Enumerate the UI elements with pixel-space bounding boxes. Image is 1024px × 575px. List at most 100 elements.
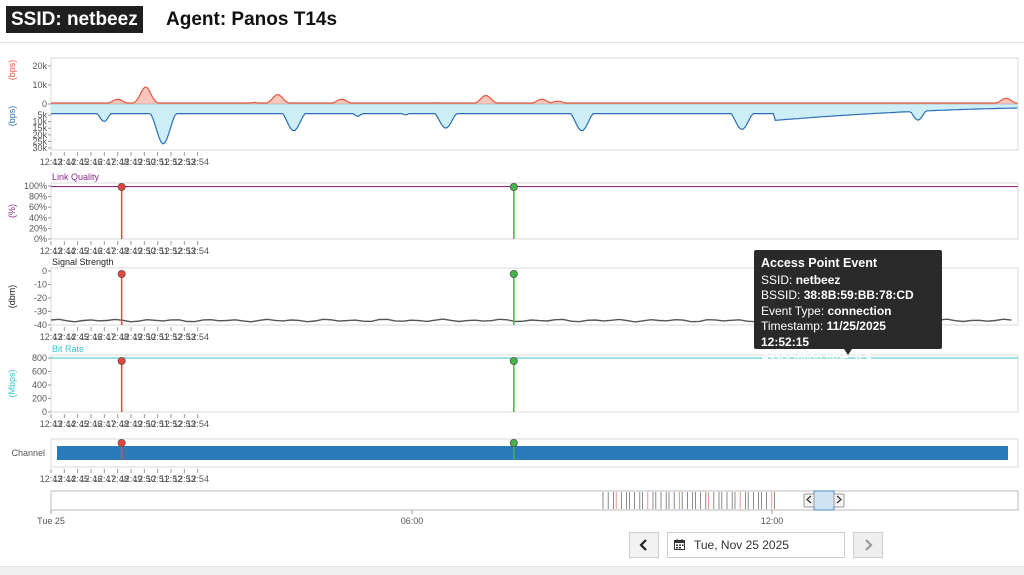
channel-axis-label: Channel	[11, 448, 45, 458]
bit_rate-xaxis-tick-label: 12:48	[106, 419, 129, 429]
signal_strength-xaxis-tick-label: 12:44	[53, 332, 76, 342]
link_quality-ytick-label: 0%	[34, 234, 47, 244]
channel-xaxis-tick-label: 12:47	[93, 474, 116, 484]
channel-bar	[57, 446, 1008, 460]
calendar-icon	[674, 539, 685, 550]
navigator-tick-label: Tue 25	[37, 516, 65, 526]
channel-xaxis-tick-label: 12:50	[133, 474, 156, 484]
event-marker-connection	[509, 438, 518, 447]
chevron-right-icon	[865, 539, 873, 551]
signal_strength-xaxis-tick-label: 12:47	[93, 332, 116, 342]
signal_strength-xaxis-tick-label: 12:49	[120, 332, 143, 342]
event-marker-connection	[509, 269, 518, 278]
bit_rate-xaxis-tick-label: 12:45	[66, 419, 89, 429]
download-area	[51, 104, 1018, 144]
link_quality-ytick-label: 20%	[29, 223, 47, 233]
tooltip-bssid-value: 38:8B:59:BB:78:CD	[803, 288, 914, 302]
bit_rate-ytick-label: 800	[32, 353, 47, 363]
link_quality-xaxis-tick-label: 12:49	[120, 246, 143, 256]
upload-axis-label: (bps)	[7, 60, 17, 81]
event-marker-disconnect	[117, 182, 126, 191]
tooltip-ts-value: 11/25/2025 12:52:15	[761, 319, 886, 349]
channel-xaxis-tick-label: 12:45	[66, 474, 89, 484]
link_quality-xaxis-tick-label: 12:50	[133, 246, 156, 256]
bit_rate-ytick-label: 0	[42, 407, 47, 417]
throughput-xaxis-tick-label: 12:54	[186, 157, 209, 167]
bit_rate-xaxis-tick-label: 12:44	[53, 419, 76, 429]
navigator-window	[813, 490, 835, 511]
throughput-xaxis-tick-label: 12:50	[133, 157, 156, 167]
channel-panel-frame	[50, 438, 1019, 468]
throughput-xaxis-tick-label: 12:43	[40, 157, 63, 167]
chevron-left-icon	[639, 539, 647, 551]
bit_rate-axis-label: (Mbps)	[7, 369, 17, 397]
event-tooltip: Access Point Event SSID: netbeez BSSID: …	[754, 250, 942, 364]
signal_strength-axis-label: (dbm)	[7, 285, 17, 309]
footer-bar	[0, 566, 1024, 575]
download-ytick-label: 30k	[32, 143, 47, 153]
upload-ytick-label: 10k	[32, 80, 47, 90]
page-header: SSID: netbeez Agent: Panos T14s	[0, 0, 1024, 43]
navigator-right-icon	[836, 495, 842, 504]
signal_strength-xaxis-tick-label: 12:53	[173, 332, 196, 342]
bit_rate-xaxis-tick-label: 12:49	[120, 419, 143, 429]
event-marker-disconnect	[117, 438, 126, 447]
download-ytick-label: 10k	[32, 117, 47, 127]
event-marker-disconnect	[117, 269, 126, 278]
channel-xaxis-tick-label: 12:48	[106, 474, 129, 484]
event-marker-connection	[509, 182, 518, 191]
next-day-button[interactable]	[853, 532, 883, 558]
signal_strength-title: Signal Strength	[52, 257, 114, 267]
signal_strength-ytick-label: -40	[34, 320, 47, 330]
tooltip-ssid-label: SSID:	[761, 272, 796, 287]
tooltip-event-label: Event Type:	[761, 303, 828, 318]
tooltip-assoc-label: Association time:	[761, 350, 856, 364]
upload-area	[51, 87, 1018, 104]
bit_rate-xaxis-tick-label: 12:46	[80, 419, 103, 429]
link_quality-xaxis-tick-label: 12:47	[93, 246, 116, 256]
link_quality-xaxis-tick-label: 12:54	[186, 246, 209, 256]
throughput-xaxis-tick-label: 12:49	[120, 157, 143, 167]
ssid-badge: SSID: netbeez	[6, 6, 143, 33]
signal_strength-panel-frame	[50, 267, 1019, 326]
throughput-xaxis-tick-label: 12:53	[173, 157, 196, 167]
signal_strength-xaxis-tick-label: 12:45	[66, 332, 89, 342]
signal_strength-ytick-label: -30	[34, 307, 47, 317]
download-ytick-label: 20k	[32, 130, 47, 140]
signal_strength-ytick-label: -10	[34, 280, 47, 290]
bit_rate-xaxis-tick-label: 12:47	[93, 419, 116, 429]
link_quality-xaxis-tick-label: 12:46	[80, 246, 103, 256]
channel-xaxis-tick-label: 12:49	[120, 474, 143, 484]
bit_rate-xaxis-tick-label: 12:54	[186, 419, 209, 429]
signal_strength-xaxis-tick-label: 12:52	[160, 332, 183, 342]
throughput-xaxis-tick-label: 12:47	[93, 157, 116, 167]
tooltip-ssid-value: netbeez	[795, 272, 841, 287]
channel-xaxis-tick-label: 12:43	[40, 474, 63, 484]
link_quality-ytick-label: 100%	[24, 181, 47, 191]
bit_rate-ytick-label: 600	[32, 367, 47, 377]
tooltip-bssid: BSSID: 38:8B:59:BB:78:CD	[761, 288, 935, 304]
link_quality-ytick-label: 80%	[29, 192, 47, 202]
link_quality-xaxis-tick-label: 12:43	[40, 246, 63, 256]
throughput-xaxis-tick-label: 12:52	[160, 157, 183, 167]
link_quality-xaxis-tick-label: 12:52	[160, 246, 183, 256]
signal_strength-xaxis-tick-label: 12:43	[40, 332, 63, 342]
bit_rate-xaxis-tick-label: 12:53	[173, 419, 196, 429]
channel-xaxis-tick-label: 12:51	[146, 474, 169, 484]
bit_rate-xaxis-tick-label: 12:51	[146, 419, 169, 429]
date-picker[interactable]: Tue, Nov 25 2025	[667, 532, 845, 558]
link_quality-ytick-label: 60%	[29, 202, 47, 212]
agent-title: Agent: Panos T14s	[166, 9, 338, 30]
upload-ytick-label: 20k	[32, 61, 47, 71]
charts-area: 20k10k05k10k15k20k25k30k(bps)(bps)12:431…	[7, 57, 1019, 526]
tooltip-event-value: connection	[827, 303, 892, 318]
throughput-xaxis-tick-label: 12:48	[106, 157, 129, 167]
bit_rate-panel-frame	[50, 354, 1019, 413]
channel-xaxis-tick-label: 12:53	[173, 474, 196, 484]
navigator-left-icon	[806, 495, 812, 504]
link_quality-xaxis-tick-label: 12:48	[106, 246, 129, 256]
tooltip-event-type: Event Type: connection	[761, 304, 935, 320]
link_quality-xaxis-tick-label: 12:51	[146, 246, 169, 256]
previous-day-button[interactable]	[629, 532, 659, 558]
event-marker-disconnect	[117, 356, 126, 365]
